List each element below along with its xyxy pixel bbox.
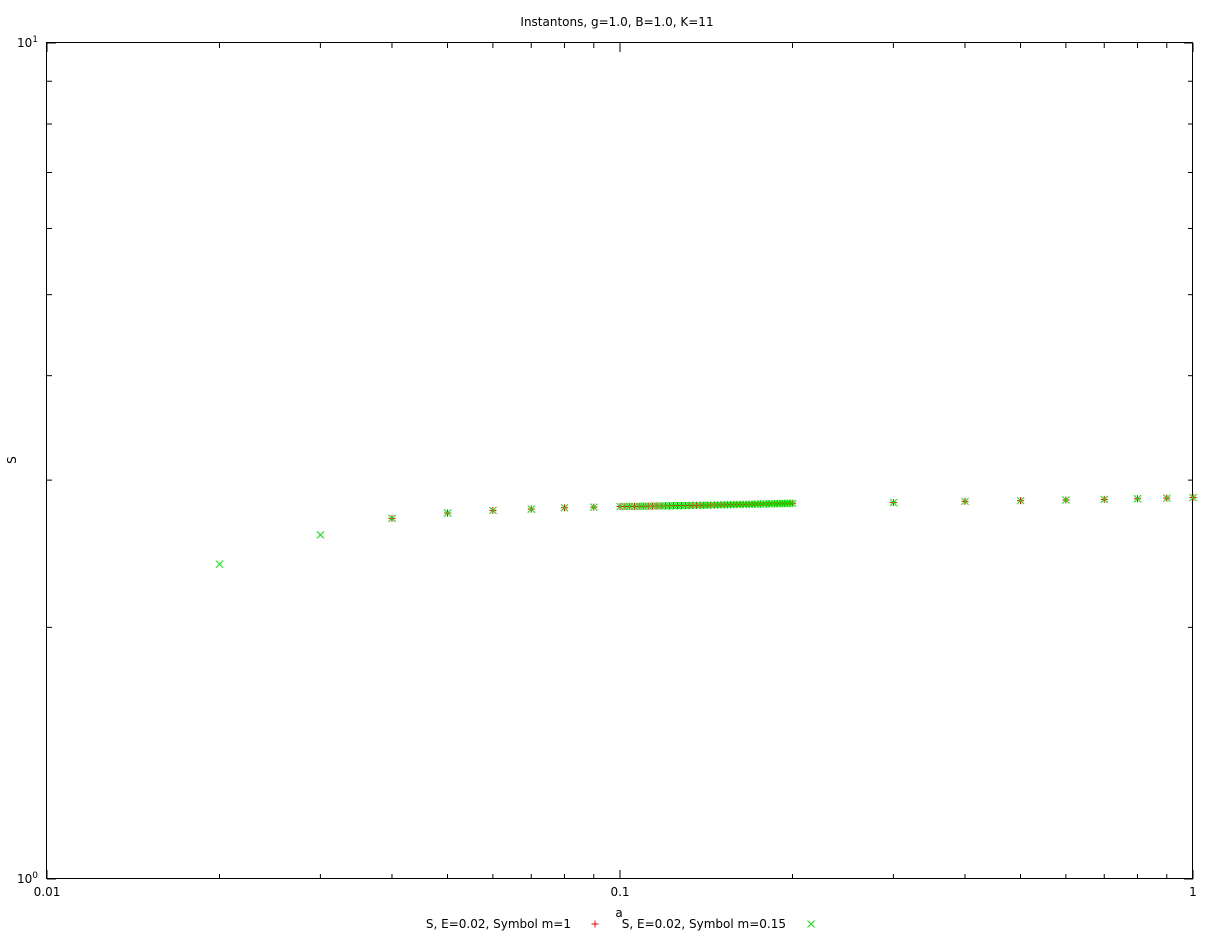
data-point-cross: [316, 531, 325, 539]
data-point-cross: [739, 500, 747, 509]
data-point-cross: [1162, 494, 1171, 502]
x-tick-label-2: 1: [1189, 885, 1197, 899]
data-point-cross: [1100, 495, 1109, 504]
data-point-cross: [589, 503, 598, 511]
data-point-cross: [717, 501, 725, 509]
data-point-cross: [1133, 494, 1142, 503]
axis-ticks: [46, 42, 1194, 880]
data-point-cross: [720, 500, 729, 509]
chart-title: Instantons, g=1.0, B=1.0, K=11: [520, 15, 713, 29]
data-point-cross: [756, 500, 765, 508]
data-point-cross: [788, 499, 797, 508]
data-point-cross: [560, 503, 569, 512]
plot-frame: [46, 42, 1193, 879]
data-point-cross: [753, 500, 762, 508]
data-point-cross: [751, 500, 759, 508]
data-point-cross: [726, 500, 735, 509]
data-point-cross: [443, 509, 452, 517]
y-tick-exp: 1: [32, 35, 38, 45]
data-point-cross: [723, 500, 732, 509]
x-axis-label: a: [615, 906, 622, 920]
data-point-cross: [745, 500, 753, 509]
legend-marker-symbol: [807, 920, 815, 928]
data-point-cross: [889, 498, 898, 507]
data-point-cross: [677, 501, 686, 510]
data-point-cross: [733, 500, 741, 509]
data-point-cross: [215, 560, 224, 569]
data-point-cross: [681, 501, 690, 510]
y-tick-exp: 0: [32, 871, 38, 881]
data-point-cross: [736, 500, 744, 509]
data-point-cross: [713, 501, 722, 509]
y-tick-base: 10: [17, 36, 32, 50]
y-tick-label-bottom: 100: [17, 871, 38, 886]
data-point-cross: [759, 500, 768, 508]
data-point-cross: [703, 501, 712, 510]
y-axis-label: S: [5, 456, 19, 464]
data-point-cross: [388, 514, 396, 523]
legend-marker-plus: [591, 920, 599, 928]
data-point-cross: [742, 500, 750, 509]
data-point-cross: [489, 506, 497, 515]
data-point-cross: [527, 505, 536, 513]
data-point-cross: [748, 500, 756, 509]
data-point-cross: [688, 501, 697, 510]
y-tick-label-top: 101: [17, 35, 38, 50]
x-tick-label-1: 0.1: [610, 885, 629, 899]
data-point-cross: [696, 501, 705, 510]
data-point-cross: [710, 501, 719, 509]
legend-marker-symbol: [591, 920, 599, 928]
legend: S, E=0.02, Symbol m=1 S, E=0.02, Symbol …: [426, 917, 815, 931]
series-2: [215, 493, 1197, 569]
data-point-cross: [1189, 493, 1197, 502]
data-point-cross: [706, 501, 715, 509]
data-point-cross: [961, 497, 969, 506]
series-1: [388, 493, 1197, 522]
legend-label-series-1: S, E=0.02, Symbol m=1: [426, 917, 571, 931]
data-point-cross: [729, 500, 738, 509]
data-point-cross: [699, 501, 708, 510]
data-point-cross: [692, 501, 701, 510]
data-point-cross: [1062, 496, 1070, 504]
data-series: [215, 493, 1197, 569]
legend-marker-cross: [807, 920, 815, 928]
x-tick-label-0: 0.01: [34, 885, 61, 899]
y-tick-base: 10: [17, 872, 32, 886]
data-point-cross: [685, 501, 693, 510]
data-point-cross: [1016, 496, 1025, 505]
data-point-cross: [786, 499, 794, 508]
legend-label-series-2: S, E=0.02, Symbol m=0.15: [622, 917, 786, 931]
